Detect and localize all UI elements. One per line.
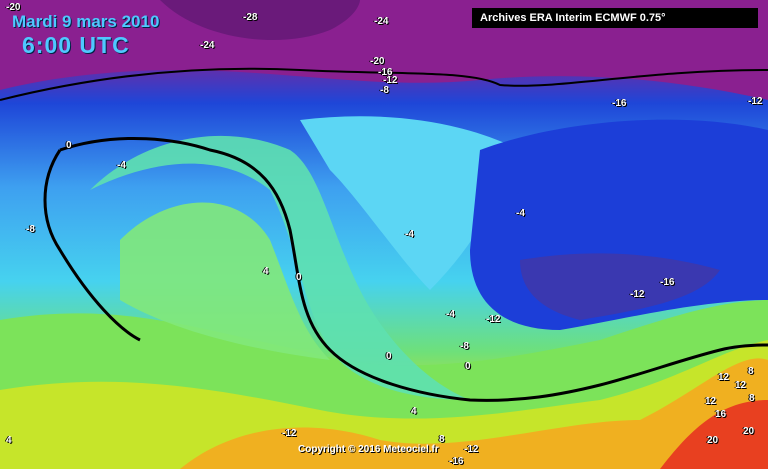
isotherm-label: -12 xyxy=(383,75,398,86)
isotherm-label: 8 xyxy=(439,434,445,445)
isotherm-label: -12 xyxy=(630,289,645,300)
isotherm-label: 4 xyxy=(6,435,12,446)
isotherm-label: -24 xyxy=(200,40,215,51)
isotherm-label: -4 xyxy=(516,208,525,219)
isotherm-label: -16 xyxy=(660,277,675,288)
isotherm-label: -4 xyxy=(405,229,414,240)
isotherm-label: -4 xyxy=(117,160,126,171)
very-hot-zone xyxy=(660,400,768,469)
zero-isotherm-contour xyxy=(59,137,768,402)
isotherm-label: -12 xyxy=(282,428,297,439)
map-date-title: Mardi 9 mars 2010 xyxy=(12,12,160,31)
isotherm-label: -12 xyxy=(464,444,479,455)
isotherm-label: 20 xyxy=(707,435,719,446)
isotherm-label: 8 xyxy=(748,366,754,377)
isotherm-label: 0 xyxy=(66,140,72,151)
isotherm-label: 0 xyxy=(386,351,392,362)
isotherm-label: 4 xyxy=(263,266,269,277)
isotherm-label: -20 xyxy=(6,2,21,13)
isotherm-label: 20 xyxy=(743,426,755,437)
map-time-title: 6:00 UTC xyxy=(22,32,130,58)
isotherm-label: 12 xyxy=(705,396,717,407)
isotherm-label: -28 xyxy=(243,12,258,23)
isotherm-label: 0 xyxy=(296,272,302,283)
atlantic-mild xyxy=(90,135,470,400)
zero-isotherm-contour-west xyxy=(43,149,141,342)
isotherm-label: -12 xyxy=(748,96,763,107)
isotherm-label: -16 xyxy=(612,98,627,109)
isotherm-label: 4 xyxy=(411,406,417,417)
isotherm-label: -4 xyxy=(446,309,455,320)
isotherm-label: 12 xyxy=(718,372,730,383)
isotherm-label: -8 xyxy=(26,224,35,235)
isotherm-label: -16 xyxy=(449,456,464,467)
isotherm-label: -16 xyxy=(378,67,393,78)
source-banner: Archives ERA Interim ECMWF 0.75° xyxy=(472,8,758,28)
isotherm-label: 8 xyxy=(749,393,755,404)
isotherm-label: -8 xyxy=(460,341,469,352)
isotherm-label: -24 xyxy=(374,16,389,27)
copyright-notice: Copyright © 2016 Meteociel.fr xyxy=(298,444,439,455)
isotherm-label: 0 xyxy=(465,361,471,372)
isotherm-label: 12 xyxy=(735,380,747,391)
cold-cyan xyxy=(300,116,520,290)
isotherm-contour-north xyxy=(0,67,768,101)
isotherm-label: -20 xyxy=(370,56,385,67)
coldest-core xyxy=(160,0,360,40)
atlantic-mild-core xyxy=(120,202,330,360)
hot-zone xyxy=(180,358,768,469)
cold-core xyxy=(520,253,720,320)
isotherm-label: 16 xyxy=(715,409,727,420)
isotherm-label: -12 xyxy=(486,314,501,325)
isotherm-label: -8 xyxy=(380,85,389,96)
